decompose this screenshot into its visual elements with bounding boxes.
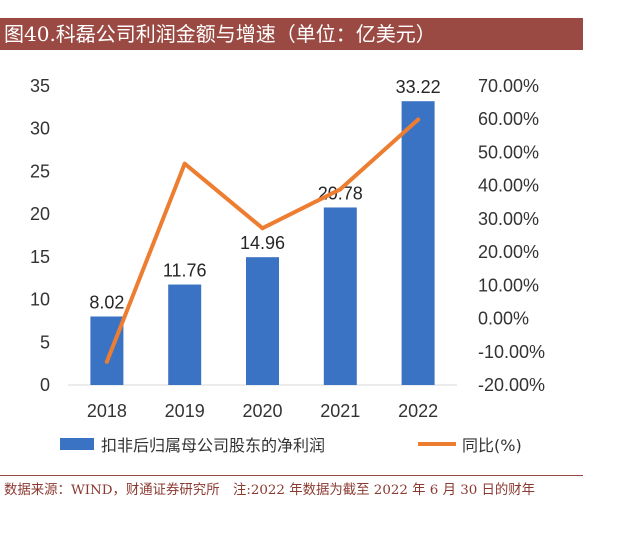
combo-chart: 0 5 10 15 20 25 30 35 -20.00% -10.00% 0.00% 10.00%… <box>30 76 545 455</box>
right-tick-label: 10.00% <box>478 275 539 295</box>
legend-bar-swatch <box>60 438 94 450</box>
right-tick-label: -10.00% <box>478 342 545 362</box>
right-tick-label: 30.00% <box>478 209 539 229</box>
left-tick-label: 30 <box>30 119 50 139</box>
right-tick-label: -20.00% <box>478 375 545 395</box>
growth-point <box>338 187 343 192</box>
bar-data-labels: 8.02 11.76 14.96 20.78 33.22 <box>89 77 440 312</box>
left-tick-label: 25 <box>30 161 50 181</box>
right-axis-ticks: -20.00% -10.00% 0.00% 10.00% 20.00% 30.00% 40.… <box>478 76 545 395</box>
chart-area: 0 5 10 15 20 25 30 35 -20.00% -10.00% 0.00% 10.00%… <box>0 50 620 475</box>
x-tick-label: 2019 <box>165 401 205 421</box>
right-tick-label: 20.00% <box>478 242 539 262</box>
bar <box>401 101 435 385</box>
left-axis-ticks: 0 5 10 15 20 25 30 35 <box>30 76 50 395</box>
left-tick-label: 15 <box>30 247 50 267</box>
right-tick-label: 50.00% <box>478 142 539 162</box>
growth-point <box>260 226 265 231</box>
bar-data-label: 33.22 <box>396 77 441 97</box>
x-tick-label: 2020 <box>242 401 282 421</box>
bar-series <box>90 101 435 385</box>
right-tick-label: 60.00% <box>478 109 539 129</box>
growth-point <box>182 161 187 166</box>
left-tick-label: 35 <box>30 76 50 96</box>
bar-data-label: 20.78 <box>318 183 363 203</box>
legend: 扣非后归属母公司股东的净利润 同比(%) <box>60 436 522 455</box>
left-tick-label: 10 <box>30 290 50 310</box>
growth-point <box>104 359 109 364</box>
x-axis-ticks: 2018 2019 2020 2021 2022 <box>87 401 438 421</box>
growth-point <box>416 117 421 122</box>
line-series <box>104 117 421 364</box>
bar-data-label: 11.76 <box>163 261 207 281</box>
x-tick-label: 2021 <box>320 401 360 421</box>
legend-bar-label: 扣非后归属母公司股东的净利润 <box>101 436 325 455</box>
bar-data-label: 14.96 <box>240 233 285 253</box>
x-tick-label: 2022 <box>398 401 438 421</box>
legend-line-label: 同比(%) <box>462 436 522 455</box>
source-divider <box>0 475 583 476</box>
x-tick-label: 2018 <box>87 401 127 421</box>
bar <box>90 316 124 385</box>
left-tick-label: 0 <box>40 375 50 395</box>
bar <box>168 284 202 385</box>
right-tick-label: 0.00% <box>478 309 529 329</box>
left-tick-label: 20 <box>30 204 50 224</box>
right-tick-label: 40.00% <box>478 176 539 196</box>
chart-title: 图40.科磊公司利润金额与增速（单位：亿美元） <box>0 18 583 50</box>
left-tick-label: 5 <box>40 332 50 352</box>
bar <box>246 257 279 385</box>
source-note: 数据来源：WIND，财通证券研究所 注:2022 年数据为截至 2022 年 6… <box>4 483 536 498</box>
bar <box>323 207 357 385</box>
right-tick-label: 70.00% <box>478 76 539 96</box>
bar-data-label: 8.02 <box>89 292 124 312</box>
